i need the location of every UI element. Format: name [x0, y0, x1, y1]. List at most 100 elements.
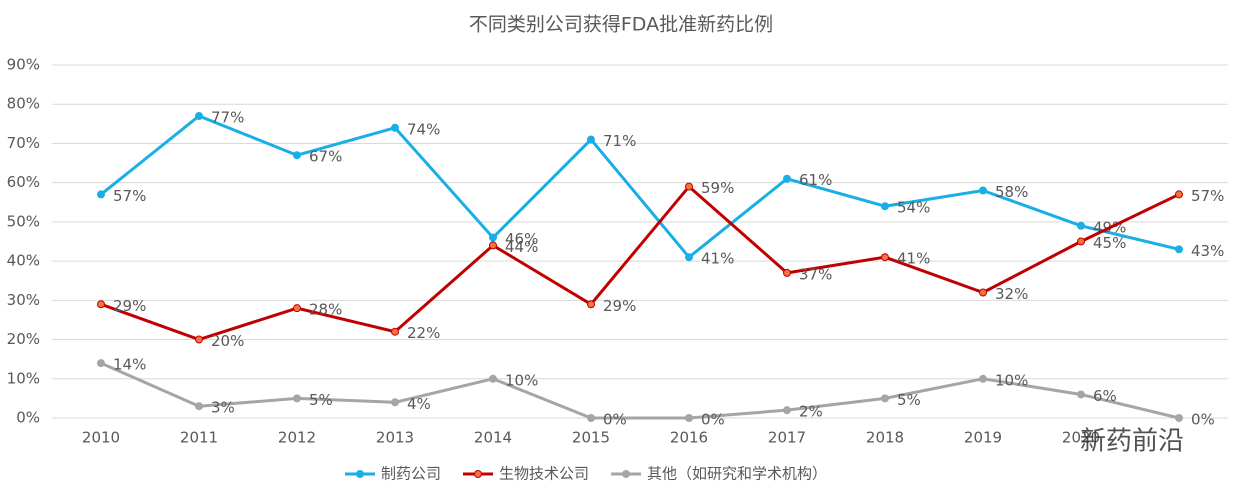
y-tick-label: 0% [16, 409, 40, 427]
point [783, 268, 791, 277]
point [979, 288, 987, 297]
data-label: 29% [603, 297, 636, 315]
point [489, 233, 497, 242]
data-label: 5% [897, 391, 921, 409]
point [1077, 237, 1085, 246]
point [881, 202, 889, 211]
data-label: 6% [1093, 387, 1117, 405]
x-tick-label: 2011 [180, 429, 218, 447]
x-tick-label: 2010 [82, 429, 120, 447]
point [195, 111, 203, 120]
legend-marker [474, 470, 483, 478]
x-tick-label: 2013 [376, 429, 414, 447]
y-tick-label: 70% [7, 134, 40, 152]
point [489, 241, 497, 250]
data-label: 22% [407, 324, 440, 342]
point [195, 335, 203, 344]
data-label: 54% [897, 199, 930, 217]
point [97, 359, 105, 368]
y-tick-label: 90% [7, 56, 40, 74]
data-label: 61% [799, 171, 832, 189]
data-label: 0% [603, 411, 627, 429]
point [391, 123, 399, 132]
point [587, 300, 595, 309]
legend-label: 其他（如研究和学术机构） [647, 465, 827, 483]
x-tick-label: 2017 [768, 429, 806, 447]
series-line [100, 114, 1180, 260]
chart-title: 不同类别公司获得FDA批准新药比例 [469, 14, 773, 36]
data-label: 37% [799, 265, 832, 283]
data-label: 4% [407, 395, 431, 413]
point [489, 374, 497, 383]
x-tick-label: 2019 [964, 429, 1002, 447]
point [979, 186, 987, 195]
data-label: 41% [897, 250, 930, 268]
data-label: 57% [1191, 187, 1224, 205]
data-label: 77% [211, 108, 244, 126]
data-label: 14% [113, 356, 146, 374]
point [1077, 390, 1085, 399]
y-tick-label: 30% [7, 291, 40, 309]
data-label: 71% [603, 132, 636, 150]
data-label: 67% [309, 148, 342, 166]
legend-item: 制药公司 [345, 465, 441, 483]
point [783, 406, 791, 415]
point [881, 253, 889, 262]
data-label: 10% [995, 371, 1028, 389]
legend-label: 生物技术公司 [499, 465, 589, 483]
point [881, 394, 889, 403]
watermark: 新药前沿 [1080, 427, 1184, 457]
data-label: 57% [113, 187, 146, 205]
series-line [100, 184, 1180, 342]
x-tick-label: 2015 [572, 429, 610, 447]
point [97, 300, 105, 309]
y-tick-label: 40% [7, 252, 40, 270]
point [293, 151, 301, 160]
data-label: 41% [701, 250, 734, 268]
data-label: 74% [407, 120, 440, 138]
x-tick-label: 2016 [670, 429, 708, 447]
point [587, 414, 595, 422]
point [391, 398, 399, 407]
y-tick-label: 10% [7, 369, 40, 387]
data-label: 28% [309, 301, 342, 319]
point [293, 394, 301, 403]
point [1077, 221, 1085, 230]
point [1175, 414, 1183, 422]
data-label: 32% [995, 285, 1028, 303]
point [195, 402, 203, 411]
data-label: 0% [701, 411, 725, 429]
data-label: 59% [701, 179, 734, 197]
legend-item: 其他（如研究和学术机构） [611, 465, 827, 483]
point [97, 190, 105, 199]
legend-label: 制药公司 [381, 465, 441, 483]
legend-item: 生物技术公司 [463, 465, 589, 483]
x-tick-label: 2012 [278, 429, 316, 447]
x-tick-label: 2014 [474, 429, 512, 447]
y-tick-label: 50% [7, 212, 40, 230]
data-label: 2% [799, 403, 823, 421]
point [979, 374, 987, 383]
legend-marker [356, 470, 364, 478]
y-tick-label: 20% [7, 330, 40, 348]
data-label: 20% [211, 332, 244, 350]
data-label: 46% [505, 230, 538, 248]
series-line [100, 361, 1180, 420]
x-tick-label: 2020 [1062, 429, 1100, 447]
x-tick-label: 2018 [866, 429, 904, 447]
data-label: 29% [113, 297, 146, 315]
point [685, 414, 693, 422]
data-label: 58% [995, 183, 1028, 201]
y-tick-label: 60% [7, 173, 40, 191]
point [293, 304, 301, 313]
legend-marker [622, 470, 631, 478]
data-label: 3% [211, 399, 235, 417]
point [1175, 190, 1183, 199]
data-label: 0% [1191, 411, 1215, 429]
data-label: 44% [505, 238, 538, 256]
data-label: 43% [1191, 242, 1224, 260]
point [587, 135, 595, 144]
data-label: 10% [505, 371, 538, 389]
y-tick-label: 80% [7, 95, 40, 113]
